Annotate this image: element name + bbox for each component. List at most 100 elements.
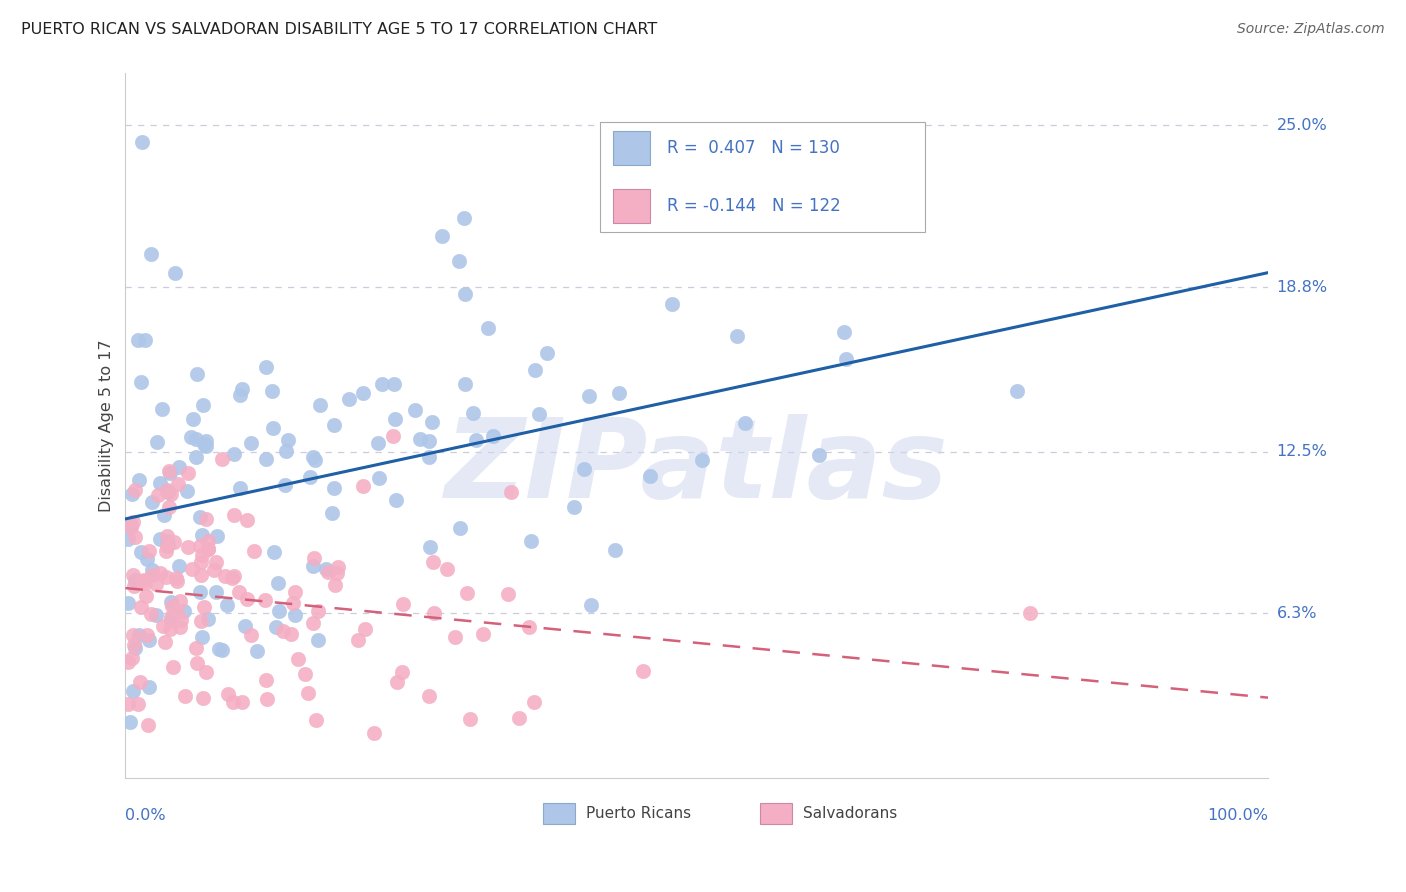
Point <box>124 641 146 656</box>
Point <box>449 521 471 535</box>
Text: 100.0%: 100.0% <box>1208 808 1268 823</box>
Point <box>299 470 322 484</box>
Point <box>141 563 163 577</box>
Point <box>124 573 146 587</box>
Point <box>1005 384 1028 398</box>
Text: Source: ZipAtlas.com: Source: ZipAtlas.com <box>1237 22 1385 37</box>
Point <box>205 529 228 543</box>
Point <box>174 689 197 703</box>
Point <box>254 673 277 688</box>
Point <box>284 585 307 599</box>
Point <box>236 513 259 527</box>
Point <box>243 544 266 558</box>
Point <box>661 296 683 310</box>
Point <box>240 628 263 642</box>
Point <box>191 630 214 644</box>
Point <box>122 638 145 652</box>
Point <box>194 512 217 526</box>
Point <box>180 430 202 444</box>
Point <box>159 610 181 624</box>
Point <box>117 697 139 711</box>
Point <box>381 429 404 443</box>
Text: 0.0%: 0.0% <box>125 808 166 823</box>
Point <box>307 604 329 618</box>
Point <box>631 664 654 678</box>
FancyBboxPatch shape <box>600 122 925 232</box>
Point <box>145 608 167 623</box>
Point <box>328 560 350 574</box>
Point <box>302 559 325 574</box>
Point <box>302 550 325 565</box>
FancyBboxPatch shape <box>613 189 650 223</box>
Point <box>326 566 349 581</box>
Point <box>136 718 159 732</box>
Point <box>149 475 172 490</box>
Point <box>404 403 426 417</box>
Point <box>127 698 149 712</box>
Point <box>456 586 478 600</box>
Point <box>267 604 290 618</box>
Point <box>725 328 748 343</box>
Point <box>156 533 179 548</box>
Point <box>131 136 153 150</box>
Point <box>157 500 180 514</box>
Point <box>832 325 855 339</box>
Y-axis label: Disability Age 5 to 17: Disability Age 5 to 17 <box>100 339 114 512</box>
Point <box>352 479 374 493</box>
Point <box>157 464 180 478</box>
Point <box>430 228 453 243</box>
Point <box>129 600 152 615</box>
Point <box>322 418 344 433</box>
Point <box>385 493 408 508</box>
Point <box>176 541 198 555</box>
Point <box>231 382 253 396</box>
Point <box>418 450 440 464</box>
Point <box>145 576 167 591</box>
Point <box>122 567 145 582</box>
Point <box>181 412 204 426</box>
Point <box>169 620 191 634</box>
Point <box>118 715 141 730</box>
Point <box>188 539 211 553</box>
Point <box>138 544 160 558</box>
Point <box>190 556 212 570</box>
Point <box>347 633 370 648</box>
Point <box>692 452 714 467</box>
Point <box>253 592 276 607</box>
Point <box>188 510 211 524</box>
Point <box>134 573 156 587</box>
Point <box>520 533 543 548</box>
Point <box>186 367 208 381</box>
Point <box>221 571 243 585</box>
Point <box>156 538 179 552</box>
Point <box>190 549 212 563</box>
Point <box>204 556 226 570</box>
Point <box>384 412 406 426</box>
Point <box>508 711 530 725</box>
Point <box>536 346 558 360</box>
Point <box>186 656 208 670</box>
Text: Puerto Ricans: Puerto Ricans <box>586 805 692 821</box>
Point <box>323 481 346 495</box>
Point <box>184 450 207 465</box>
Point <box>260 384 283 398</box>
Point <box>443 630 465 644</box>
Point <box>166 605 188 619</box>
Point <box>453 211 475 225</box>
Point <box>186 432 208 446</box>
Point <box>211 451 233 466</box>
Point <box>145 434 167 449</box>
Point <box>129 674 152 689</box>
Point <box>128 627 150 641</box>
Point <box>605 543 627 558</box>
Point <box>224 447 246 461</box>
Point <box>159 467 181 481</box>
Point <box>465 433 488 447</box>
Point <box>607 386 630 401</box>
Point <box>197 612 219 626</box>
Point <box>127 333 149 347</box>
Point <box>423 606 446 620</box>
Point <box>156 484 179 499</box>
Point <box>121 650 143 665</box>
Point <box>152 619 174 633</box>
